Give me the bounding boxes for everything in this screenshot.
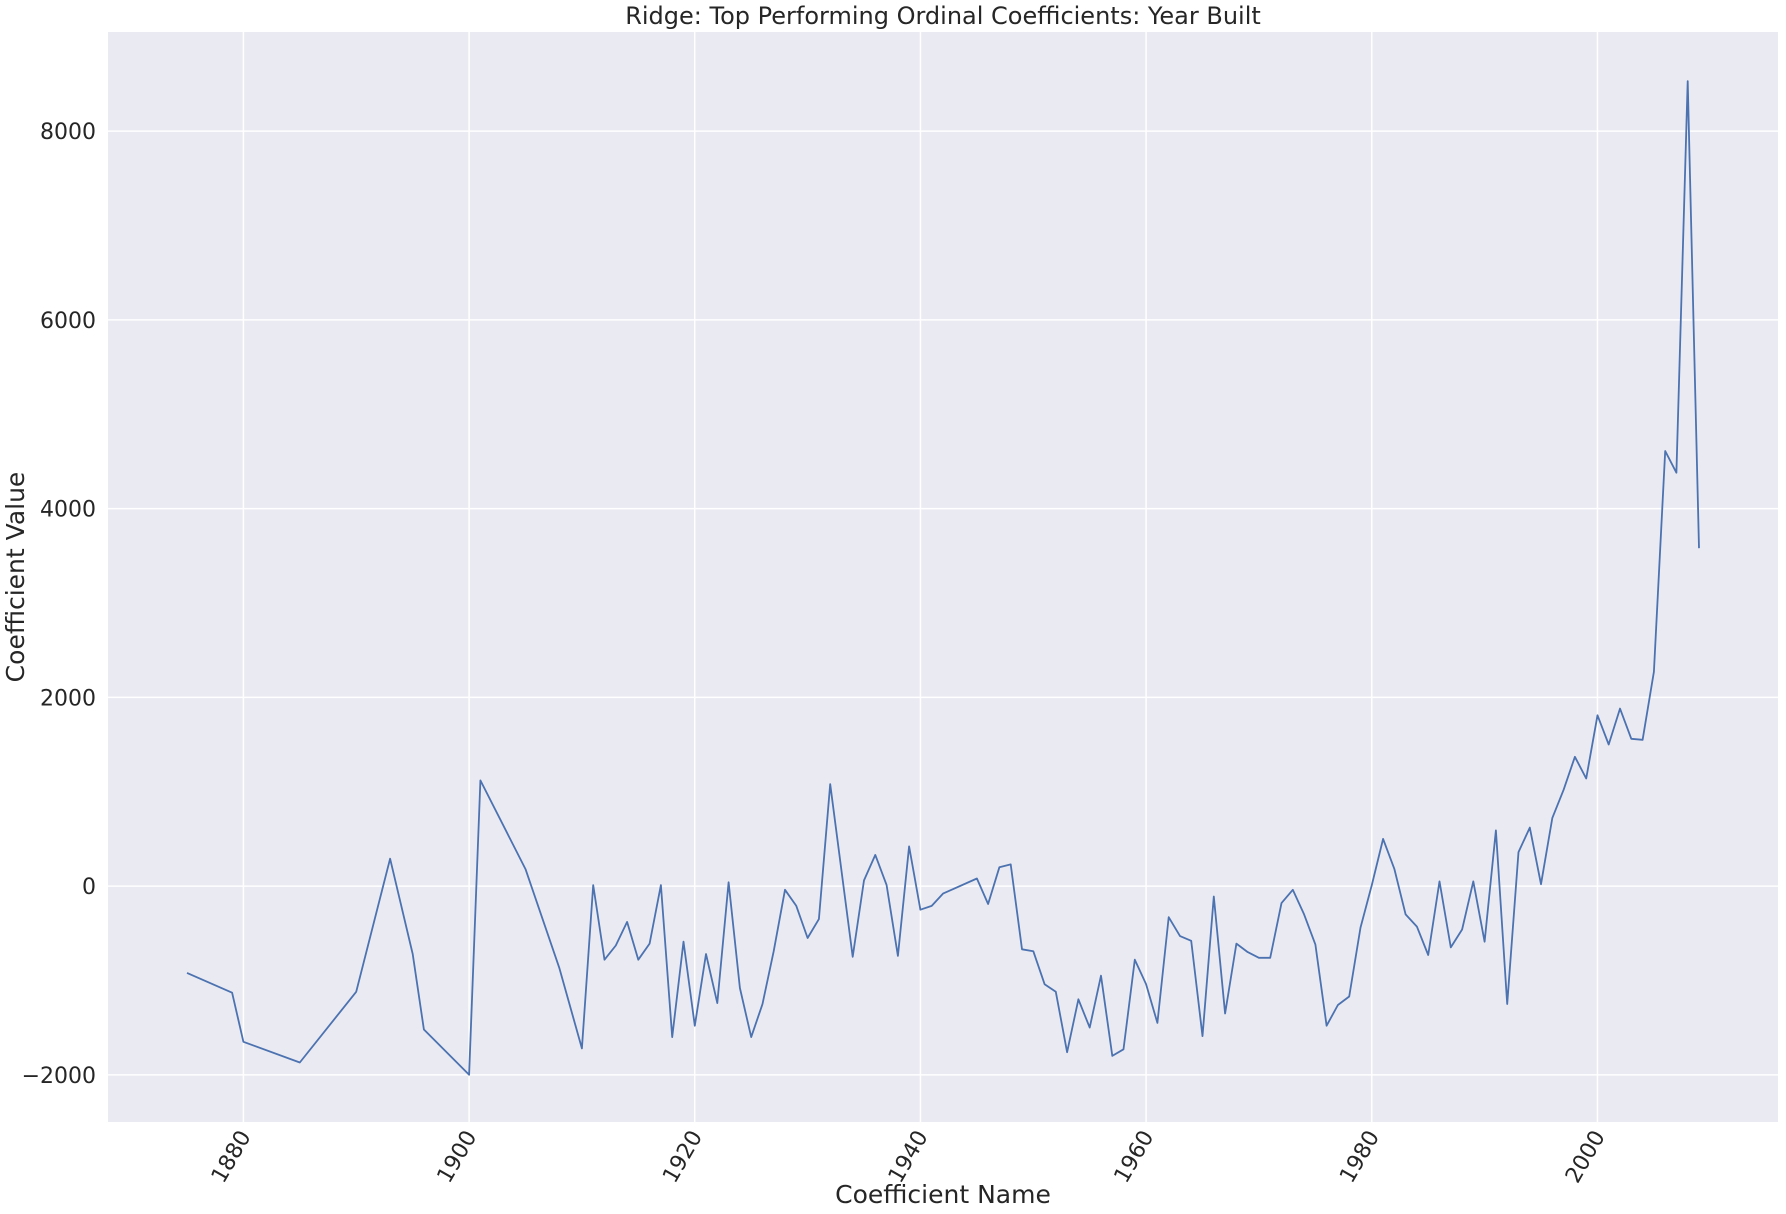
x-tick-label: 1880 bbox=[207, 1127, 257, 1188]
x-tick-label: 2000 bbox=[1561, 1127, 1611, 1188]
x-tick-label: 1960 bbox=[1110, 1127, 1160, 1188]
y-tick-label: 2000 bbox=[40, 686, 96, 711]
series-line bbox=[186, 80, 1700, 1076]
y-tick-label: 6000 bbox=[40, 309, 96, 334]
y-tick-label: 8000 bbox=[40, 120, 96, 145]
chart-title: Ridge: Top Performing Ordinal Coefficien… bbox=[625, 2, 1261, 30]
x-tick-label: 1900 bbox=[433, 1127, 483, 1188]
x-gridlines bbox=[242, 32, 1599, 1122]
y-axis-label: Coefficient Value bbox=[1, 472, 30, 683]
y-tick-label: 4000 bbox=[40, 498, 96, 523]
x-tick-label: 1940 bbox=[884, 1127, 934, 1188]
series-layer bbox=[186, 80, 1700, 1076]
plot-background bbox=[108, 32, 1778, 1122]
x-axis-label: Coefficient Name bbox=[835, 1180, 1051, 1209]
y-tick-label: 0 bbox=[82, 875, 96, 900]
x-tick-labels: 1880 1900 1920 1940 1960 1980 2000 bbox=[207, 1127, 1611, 1188]
x-tick-label: 1980 bbox=[1335, 1127, 1385, 1188]
y-tick-label: −2000 bbox=[22, 1064, 96, 1089]
x-tick-label: 1920 bbox=[658, 1127, 708, 1188]
y-tick-labels: −2000 0 2000 4000 6000 8000 bbox=[22, 120, 96, 1089]
